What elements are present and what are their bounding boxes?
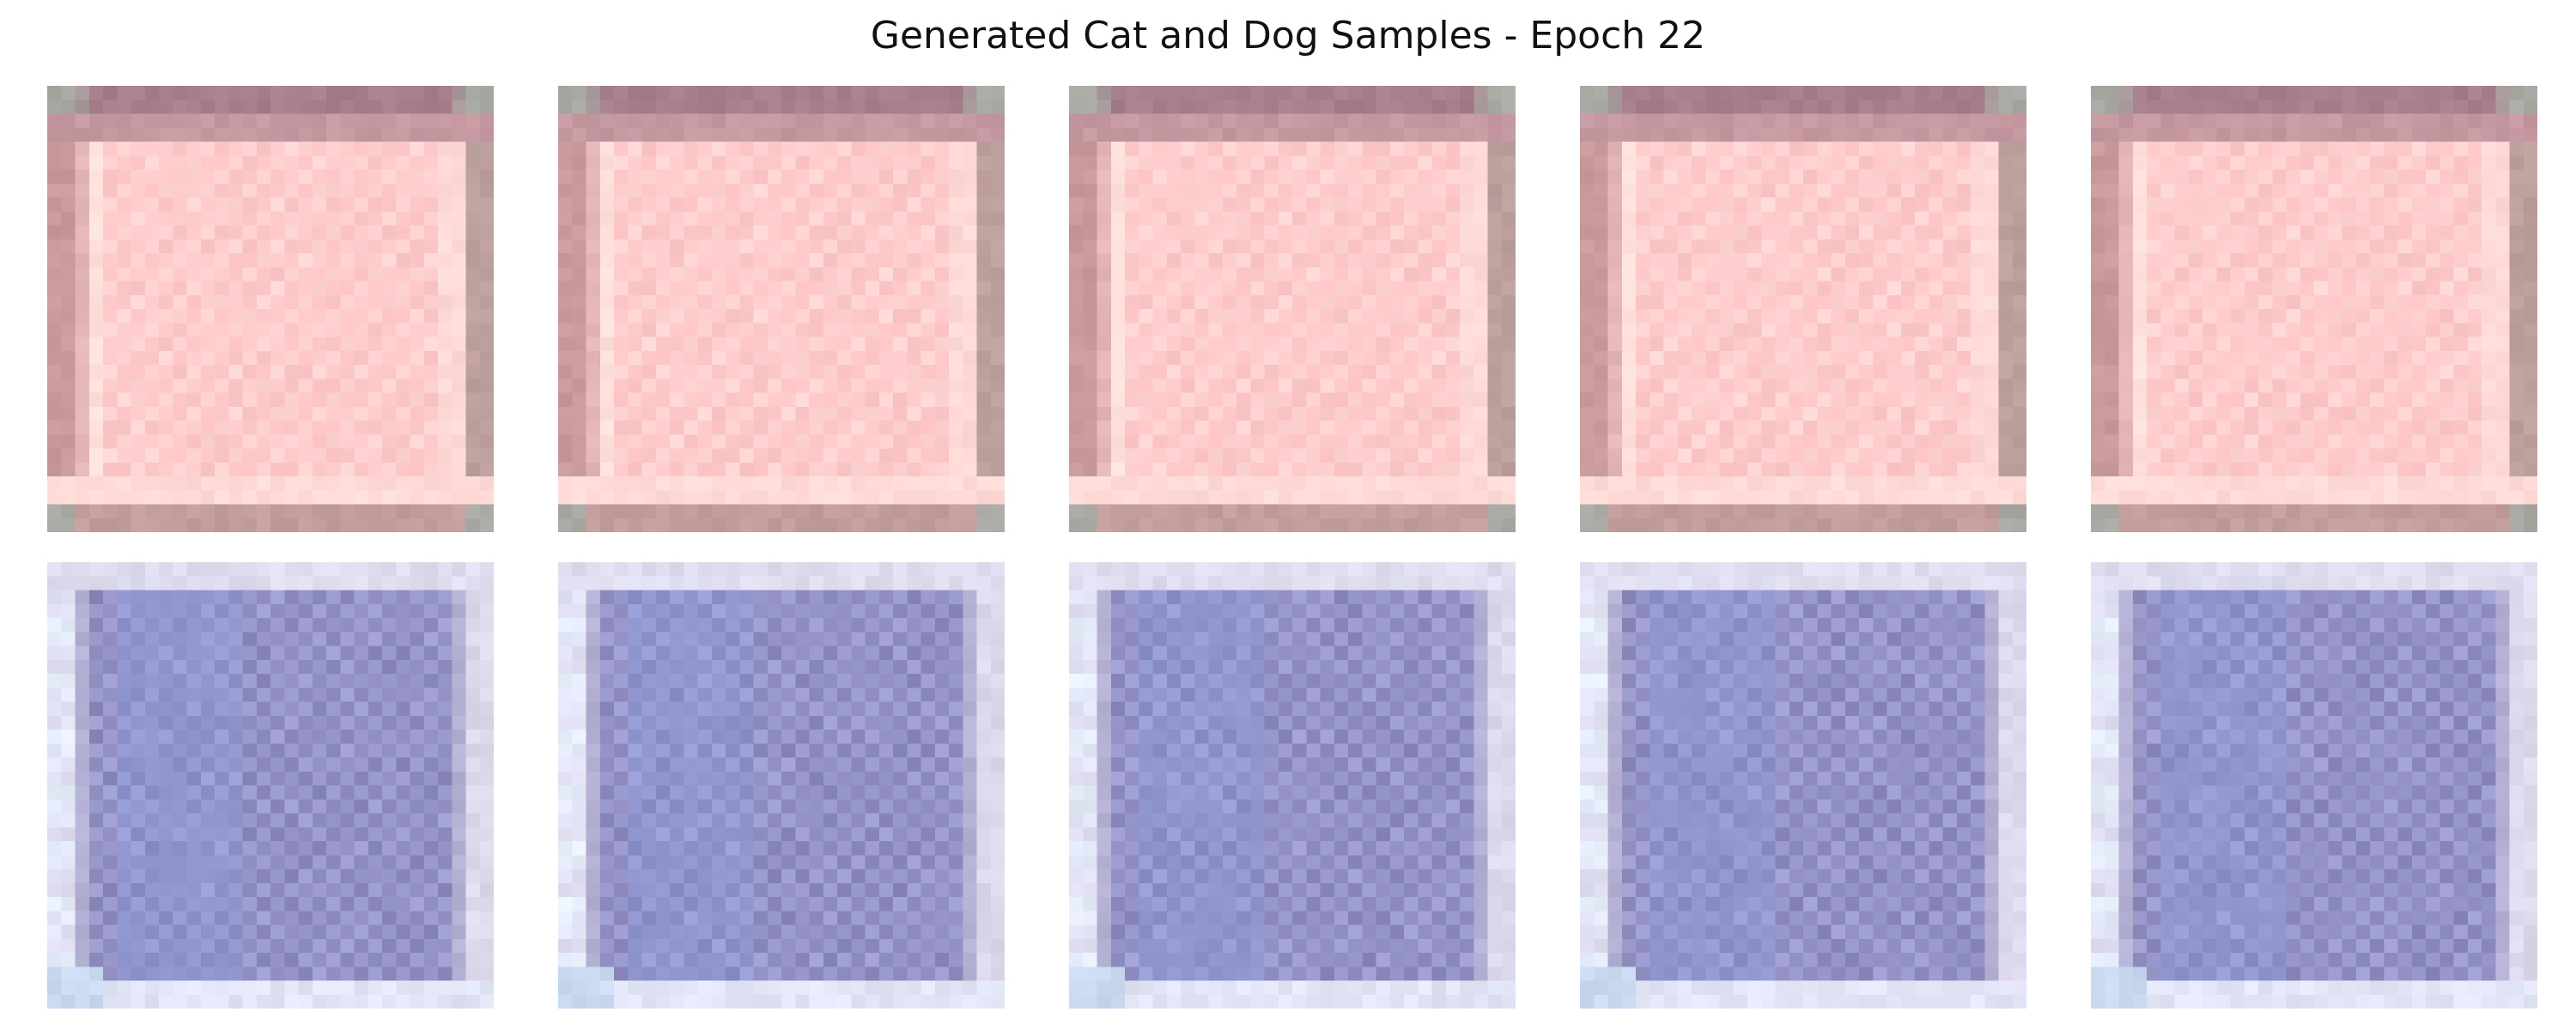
lavender-grid-sample-r2-c3 [1069,562,1516,1009]
lavender-grid-sample-r2-c5 [2091,562,2537,1009]
pink-frame-sample-r1-c4 [1580,86,2026,532]
pink-frame-sample-r1-c2 [558,86,1005,532]
sample-grid [47,86,2537,1009]
pink-frame-sample-r1-c3 [1069,86,1516,532]
pink-frame-sample-r1-c1 [47,86,494,532]
lavender-grid-sample-r2-c1 [47,562,494,1009]
pink-frame-sample-r1-c5 [2091,86,2537,532]
figure-title: Generated Cat and Dog Samples - Epoch 22 [870,14,1706,58]
lavender-grid-sample-r2-c4 [1580,562,2026,1009]
lavender-grid-sample-r2-c2 [558,562,1005,1009]
